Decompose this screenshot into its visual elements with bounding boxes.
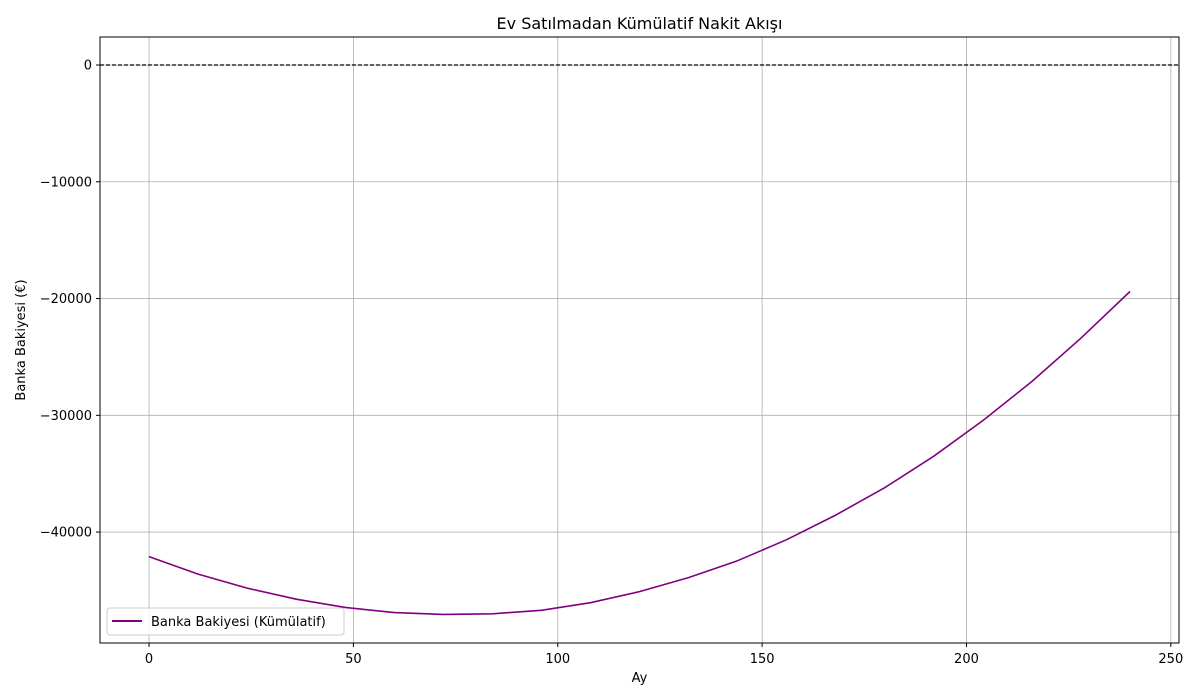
y-tick-label: −30000 [40,409,92,424]
x-tick-label: 50 [345,652,362,667]
plot-area-frame [99,36,1180,644]
x-tick-label: 0 [145,652,153,667]
chart-title: Ev Satılmadan Kümülatif Nakit Akışı [497,14,783,33]
legend-label: Banka Bakiyesi (Kümülatif) [151,615,326,630]
legend: Banka Bakiyesi (Kümülatif) [106,607,345,636]
grid-lines [100,37,1179,643]
y-axis-ticks: 0 −10000 −20000 −30000 −40000 [40,59,100,541]
x-tick-label: 200 [954,652,979,667]
y-tick-label: −40000 [40,526,92,541]
y-tick-label: −20000 [40,292,92,307]
x-tick-label: 250 [1158,652,1183,667]
series-group [148,290,1131,616]
legend-box [106,607,345,636]
x-tick-label: 150 [750,652,775,667]
x-axis-title: Ay [632,671,648,686]
y-axis-title: Banka Bakiyesi (€) [14,279,29,400]
x-axis-ticks: 0 50 100 150 200 250 [145,643,1183,667]
y-tick-label: 0 [84,59,92,74]
series-line [148,290,1131,616]
x-tick-label: 100 [545,652,570,667]
y-tick-label: −10000 [40,175,92,190]
